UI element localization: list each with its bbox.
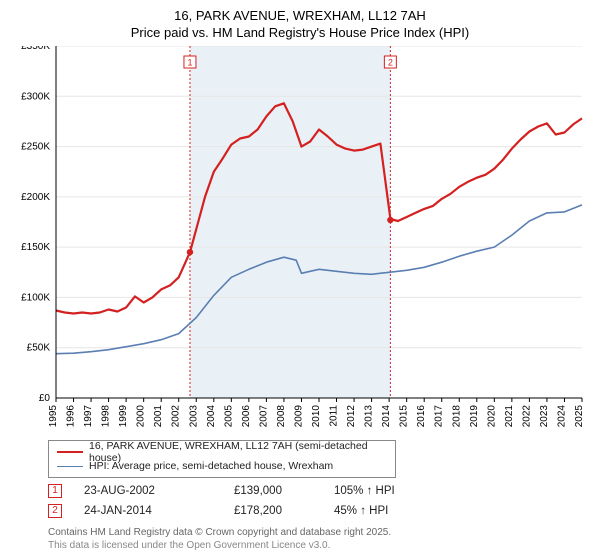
svg-text:2023: 2023 [539,405,550,428]
svg-text:2008: 2008 [276,405,287,428]
title-subtitle: Price paid vs. HM Land Registry's House … [10,25,590,40]
svg-text:2019: 2019 [469,405,480,428]
svg-text:2018: 2018 [451,405,462,428]
svg-text:1996: 1996 [66,405,77,428]
svg-text:2005: 2005 [223,405,234,428]
title-address: 16, PARK AVENUE, WREXHAM, LL12 7AH [10,8,590,23]
footnote: Contains HM Land Registry data © Crown c… [48,526,590,552]
chart-container: 16, PARK AVENUE, WREXHAM, LL12 7AH Price… [0,0,600,560]
svg-text:1997: 1997 [83,405,94,428]
data-point-delta-2: 45% ↑ HPI [334,505,434,517]
svg-text:2024: 2024 [556,405,567,428]
svg-text:2009: 2009 [293,405,304,428]
svg-text:2015: 2015 [399,405,410,428]
svg-text:2001: 2001 [153,405,164,428]
svg-text:£350K: £350K [21,46,50,52]
svg-text:1995: 1995 [48,405,59,428]
data-point-date-2: 24-JAN-2014 [84,505,234,517]
svg-text:£150K: £150K [21,242,50,253]
svg-text:2022: 2022 [521,405,532,428]
svg-text:2016: 2016 [416,405,427,428]
legend-swatch-hpi [57,466,83,467]
svg-text:1: 1 [187,58,192,68]
data-point-price-1: £139,000 [234,485,334,497]
data-point-marker-2: 2 [48,504,62,518]
svg-text:2007: 2007 [258,405,269,428]
chart-plot: £0 £50K £100K £150K £200K £250K £300K £350K 1995… [10,46,590,432]
svg-text:2017: 2017 [434,405,445,428]
footnote-copyright: Contains HM Land Registry data © Crown c… [48,526,590,539]
data-point-row-1: 1 23-AUG-2002 £139,000 105% ↑ HPI [48,484,590,498]
svg-text:2013: 2013 [364,405,375,428]
legend-swatch-property [57,451,83,453]
svg-text:1998: 1998 [101,405,112,428]
svg-text:2003: 2003 [188,405,199,428]
svg-text:2011: 2011 [329,405,340,427]
footnote-licence: This data is licensed under the Open Gov… [48,539,590,552]
svg-text:2004: 2004 [206,405,217,428]
svg-text:2020: 2020 [486,405,497,428]
svg-text:£300K: £300K [21,91,50,102]
data-point-delta-1: 105% ↑ HPI [334,485,434,497]
svg-text:£250K: £250K [21,142,50,153]
svg-text:2: 2 [388,58,393,68]
svg-text:2002: 2002 [171,405,182,428]
svg-text:£200K: £200K [21,192,50,203]
legend-item-property: 16, PARK AVENUE, WREXHAM, LL12 7AH (semi… [57,445,387,459]
chart-titles: 16, PARK AVENUE, WREXHAM, LL12 7AH Price… [10,8,590,40]
svg-text:£0: £0 [39,393,51,404]
svg-text:£50K: £50K [27,343,51,354]
svg-text:2014: 2014 [381,405,392,428]
data-point-date-1: 23-AUG-2002 [84,485,234,497]
legend-label-hpi: HPI: Average price, semi-detached house,… [89,460,333,472]
data-point-marker-1: 1 [48,484,62,498]
svg-text:2006: 2006 [241,405,252,428]
svg-text:2012: 2012 [346,405,357,428]
svg-text:2021: 2021 [504,405,515,428]
svg-text:2010: 2010 [311,405,322,428]
svg-text:1999: 1999 [118,405,129,428]
svg-text:2000: 2000 [136,405,147,428]
svg-text:2025: 2025 [574,405,585,428]
legend: 16, PARK AVENUE, WREXHAM, LL12 7AH (semi… [48,440,396,478]
svg-text:£100K: £100K [21,292,50,303]
data-point-price-2: £178,200 [234,505,334,517]
data-point-row-2: 2 24-JAN-2014 £178,200 45% ↑ HPI [48,504,590,518]
